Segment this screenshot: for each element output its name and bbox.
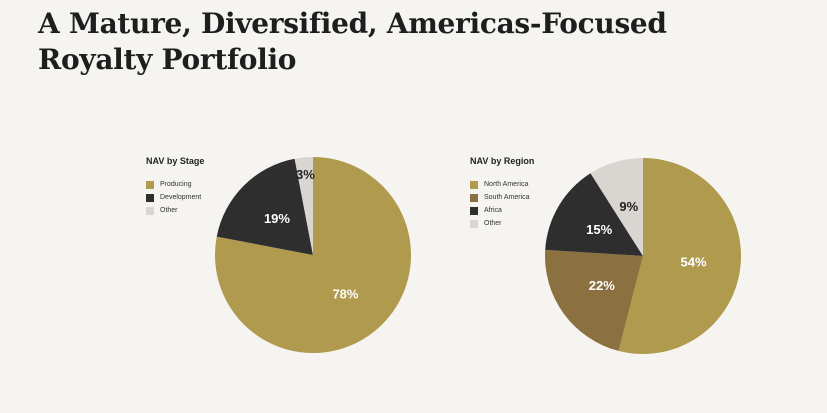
legend-swatch bbox=[146, 180, 154, 189]
pie-slice-stage-other bbox=[294, 157, 313, 255]
legend-label: Other bbox=[484, 220, 502, 227]
legend-label: Producing bbox=[160, 181, 192, 188]
nav-by-stage-chart: NAV by Stage Producing Development Other bbox=[146, 150, 204, 217]
legend-label: South America bbox=[484, 194, 530, 201]
legend-swatch bbox=[470, 180, 478, 189]
legend: Producing Development Other bbox=[146, 178, 204, 217]
chart-title: NAV by Stage bbox=[146, 156, 205, 166]
legend-item-africa: Africa bbox=[470, 204, 534, 217]
page-title-line-1: A Mature, Diversified, Americas-Focused bbox=[38, 7, 667, 40]
legend-item-other: Other bbox=[470, 217, 534, 230]
legend-label: Development bbox=[160, 194, 202, 201]
legend-swatch bbox=[470, 193, 478, 202]
pie-slice-region-north-america bbox=[618, 157, 742, 355]
legend-label: Africa bbox=[484, 207, 502, 214]
pie-label-region-south-america: 22% bbox=[589, 278, 615, 293]
legend-swatch bbox=[470, 219, 478, 228]
page-title-line-2: Royalty Portfolio bbox=[38, 43, 297, 76]
pie-slice-region-other bbox=[590, 158, 643, 256]
legend-label: Other bbox=[160, 207, 178, 214]
legend-item-north-america: North America bbox=[470, 178, 534, 191]
pie-label-region-africa: 15% bbox=[586, 222, 612, 237]
pie-label-stage-development: 19% bbox=[264, 211, 290, 226]
legend-swatch bbox=[146, 206, 154, 215]
page-title: A Mature, Diversified, Americas-Focused … bbox=[38, 6, 798, 78]
legend-item-south-america: South America bbox=[470, 191, 534, 204]
legend: North America South America Africa Other bbox=[470, 178, 534, 230]
legend-swatch bbox=[470, 206, 478, 215]
legend-swatch bbox=[146, 193, 154, 202]
pie-label-stage-other: 3% bbox=[296, 167, 315, 182]
legend-item-other: Other bbox=[146, 204, 204, 217]
pie-slice-region-south-america bbox=[544, 249, 643, 351]
chart-title: NAV by Region bbox=[470, 156, 535, 166]
pie-slice-region-africa bbox=[545, 173, 643, 256]
legend-item-producing: Producing bbox=[146, 178, 204, 191]
legend-label: North America bbox=[484, 181, 529, 188]
pie-label-region-other: 9% bbox=[619, 199, 638, 214]
pie-slice-stage-producing bbox=[215, 157, 412, 353]
legend-item-development: Development bbox=[146, 191, 204, 204]
pie-label-region-north-america: 54% bbox=[681, 254, 707, 269]
pie-label-stage-producing: 78% bbox=[332, 286, 358, 301]
pie-slice-stage-development bbox=[216, 158, 313, 255]
nav-by-region-chart: NAV by Region North America South Americ… bbox=[470, 150, 534, 230]
